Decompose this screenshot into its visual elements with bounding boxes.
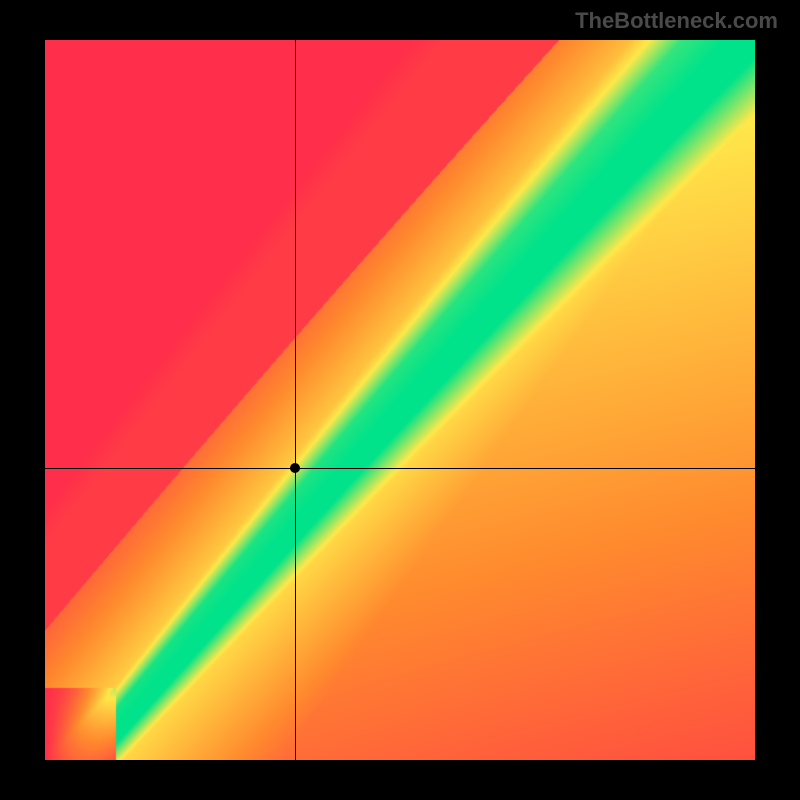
heatmap-canvas <box>45 40 755 760</box>
crosshair-vertical <box>295 40 296 760</box>
crosshair-horizontal <box>45 468 755 469</box>
heatmap-plot-area <box>45 40 755 760</box>
watermark-text: TheBottleneck.com <box>575 8 778 34</box>
data-point <box>290 463 300 473</box>
